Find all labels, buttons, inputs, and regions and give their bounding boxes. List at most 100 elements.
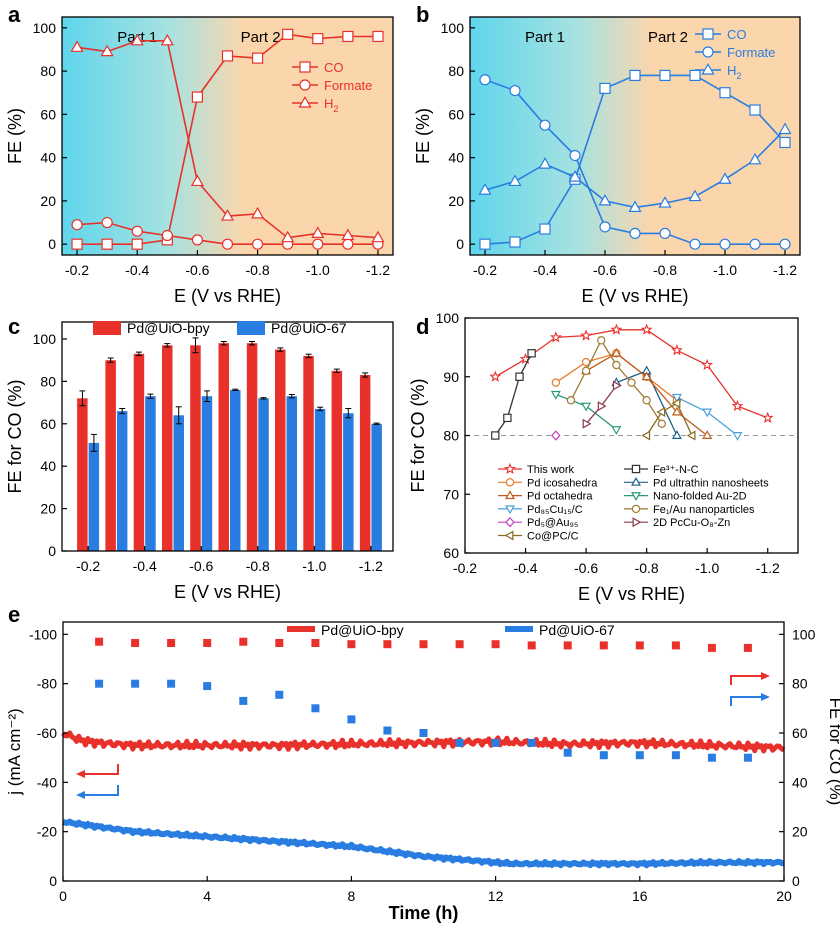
data-point bbox=[160, 33, 174, 46]
bar bbox=[331, 370, 343, 551]
plot-frame bbox=[469, 16, 801, 256]
data-point bbox=[551, 378, 561, 387]
axis-arrowhead bbox=[761, 693, 770, 701]
y-axis-tick-label: 70 bbox=[443, 486, 459, 502]
legend-label: 2D PcCu-O₈-Zn bbox=[653, 517, 730, 529]
region-label-part1: Part 1 bbox=[525, 29, 565, 46]
legend-marker bbox=[702, 46, 714, 58]
data-point bbox=[550, 390, 561, 400]
data-point bbox=[191, 91, 204, 103]
y-axis-left-tick-label: -20 bbox=[37, 824, 57, 840]
bar bbox=[116, 411, 128, 551]
y-axis-tick-label: 100 bbox=[33, 331, 57, 347]
x-axis-label: E (V vs RHE) bbox=[174, 582, 281, 602]
legend-marker bbox=[702, 28, 714, 40]
data-point bbox=[312, 238, 324, 250]
data-point bbox=[702, 430, 713, 439]
fe-point bbox=[671, 751, 680, 760]
legend-marker bbox=[505, 516, 515, 528]
data-point bbox=[221, 50, 234, 62]
legend-label: Pd@UiO-bpy bbox=[321, 622, 404, 638]
fe-point bbox=[419, 729, 428, 737]
y-axis-tick-label: 40 bbox=[40, 458, 56, 474]
data-point bbox=[702, 408, 713, 418]
data-point bbox=[688, 189, 702, 202]
x-axis-label: Time (h) bbox=[389, 903, 459, 923]
data-point bbox=[659, 69, 671, 82]
data-point bbox=[372, 30, 384, 43]
bar bbox=[105, 360, 116, 551]
legend-marker bbox=[631, 464, 641, 474]
data-point bbox=[549, 331, 562, 343]
data-point bbox=[778, 122, 792, 135]
x-axis-tick-label: 12 bbox=[488, 888, 504, 904]
data-point bbox=[551, 430, 561, 441]
x-axis-tick-label: -1.2 bbox=[366, 262, 390, 278]
x-axis-label: E (V vs RHE) bbox=[578, 584, 685, 604]
legend-marker bbox=[505, 505, 515, 515]
data-point bbox=[311, 226, 325, 238]
data-point bbox=[281, 230, 295, 243]
bar bbox=[258, 398, 269, 551]
data-point bbox=[689, 238, 701, 250]
legend-marker bbox=[631, 504, 641, 514]
x-axis-tick-label: -0.8 bbox=[653, 262, 677, 278]
y-axis-left-tick-label: -40 bbox=[37, 774, 57, 790]
data-point bbox=[130, 33, 144, 46]
current-trace bbox=[61, 730, 786, 754]
fe-point bbox=[131, 679, 140, 688]
data-point bbox=[610, 323, 623, 335]
panel-letter: e bbox=[8, 602, 20, 627]
legend-label: Pd icosahedra bbox=[527, 477, 598, 489]
axis-arrowhead bbox=[76, 770, 85, 778]
x-axis-tick-label: 20 bbox=[776, 888, 792, 904]
y-axis-tick-label: 100 bbox=[441, 20, 465, 36]
data-point bbox=[489, 370, 502, 382]
bar bbox=[343, 413, 354, 551]
region-label-part2: Part 2 bbox=[648, 29, 688, 46]
y-axis-tick-label: 60 bbox=[443, 545, 459, 561]
fe-point bbox=[527, 641, 536, 650]
axis-arrow bbox=[80, 764, 119, 775]
current-trace bbox=[61, 818, 785, 869]
x-axis-tick-label: -1.2 bbox=[359, 558, 383, 574]
data-point bbox=[718, 172, 732, 184]
legend-label: Pd₅@Au₉₅ bbox=[527, 517, 578, 529]
data-point bbox=[641, 430, 651, 441]
x-axis-tick-label: -1.0 bbox=[302, 558, 326, 574]
data-point bbox=[527, 349, 536, 358]
fe-point bbox=[311, 639, 320, 647]
x-axis-tick-label: -0.6 bbox=[185, 262, 209, 278]
data-point bbox=[566, 396, 576, 405]
data-point bbox=[719, 238, 731, 250]
panel-b: Part 1 Part 2 -0.2 -0.4 -0.6 -0.8 -1.0 -1.2 0 20 4… bbox=[413, 2, 801, 306]
y-axis-left-tick-label: -100 bbox=[29, 626, 57, 642]
fe-point bbox=[167, 639, 176, 647]
y-axis-tick-label: 20 bbox=[448, 193, 464, 209]
data-point bbox=[282, 28, 294, 40]
data-point bbox=[491, 431, 500, 440]
panel-d: -0.2 -0.4 -0.6 -0.8 -1.0 -1.2 60 70 80 90 100 E (V … bbox=[408, 310, 799, 604]
legend-marker bbox=[505, 478, 515, 487]
x-axis-tick-label: -0.2 bbox=[65, 262, 89, 278]
y-axis-left-tick-label: -80 bbox=[37, 676, 57, 692]
axis-arrow bbox=[730, 675, 765, 685]
y-axis-label-left: j (mA cm⁻²) bbox=[5, 708, 24, 795]
fe-point bbox=[455, 640, 464, 649]
data-point bbox=[71, 238, 83, 250]
panel-background bbox=[470, 17, 800, 255]
x-axis-tick-label: 4 bbox=[203, 888, 211, 904]
axis-arrowhead bbox=[761, 672, 770, 680]
y-axis-tick-label: 20 bbox=[40, 193, 56, 209]
data-point bbox=[251, 238, 264, 250]
region-label-part2: Part 2 bbox=[241, 29, 281, 46]
y-axis-label: FE (%) bbox=[413, 108, 433, 164]
y-axis-tick-label: 0 bbox=[48, 236, 56, 252]
data-point bbox=[342, 238, 354, 250]
y-axis-tick-label: 0 bbox=[456, 236, 464, 252]
y-axis-tick-label: 60 bbox=[40, 106, 56, 122]
legend-label: Pd@UiO-67 bbox=[271, 320, 347, 336]
y-axis-tick-label: 80 bbox=[448, 63, 464, 79]
data-point bbox=[131, 238, 143, 250]
